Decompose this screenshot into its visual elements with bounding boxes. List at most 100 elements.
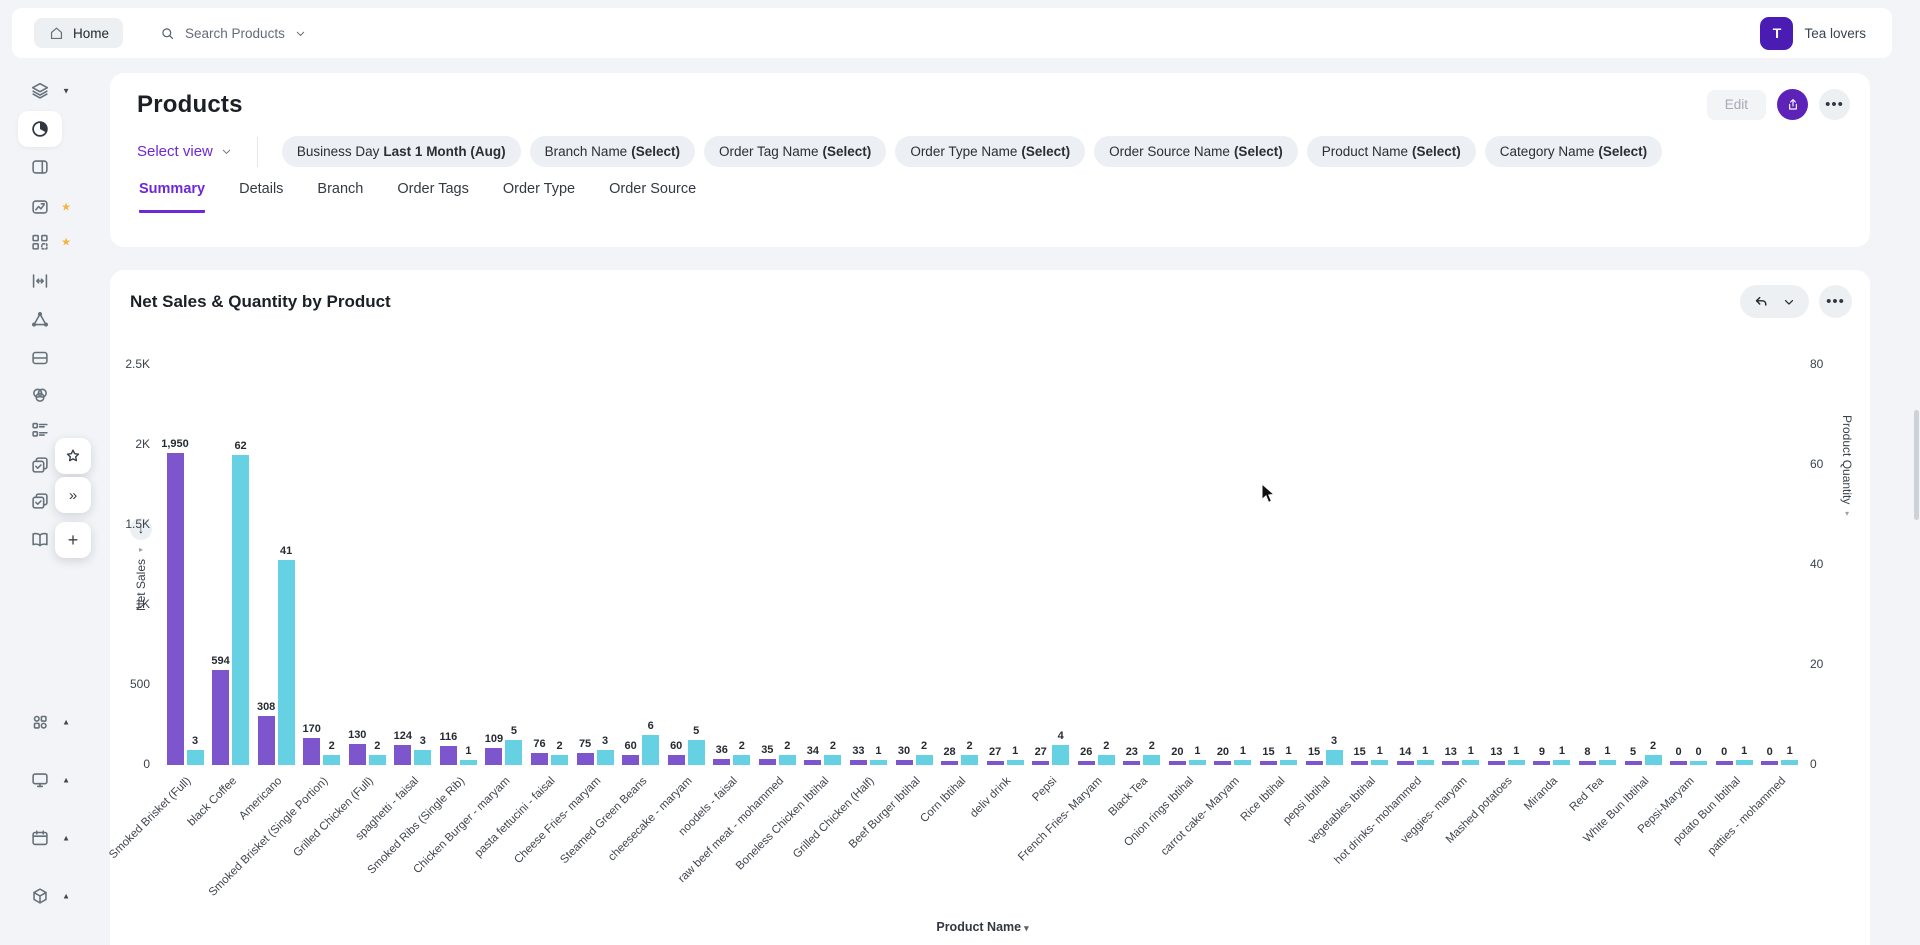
sidebar-item-checklist[interactable] [22, 412, 58, 448]
quantity-bar[interactable] [1462, 760, 1480, 765]
net-sales-bar[interactable] [1032, 760, 1050, 765]
net-sales-bar[interactable] [1533, 761, 1551, 765]
tab-order-tags[interactable]: Order Tags [397, 181, 469, 197]
net-sales-bar[interactable] [485, 747, 503, 765]
page-scrollbar[interactable] [1914, 410, 1919, 520]
net-sales-bar[interactable] [1670, 761, 1688, 765]
net-sales-bar[interactable] [1761, 761, 1779, 765]
filter-chip-order-type-name[interactable]: Order Type Name (Select) [895, 136, 1086, 167]
net-sales-bar[interactable] [1351, 761, 1369, 765]
quantity-bar[interactable] [1371, 760, 1389, 765]
tab-order-source[interactable]: Order Source [609, 181, 697, 197]
quantity-bar[interactable] [1553, 760, 1571, 765]
sidebar-item-dashboard[interactable] [18, 111, 62, 147]
net-sales-bar[interactable] [849, 759, 867, 765]
net-sales-bar[interactable] [1305, 761, 1323, 765]
net-sales-bar[interactable] [348, 744, 366, 765]
favorite-button[interactable] [55, 438, 91, 474]
quantity-bar[interactable] [1690, 761, 1708, 765]
home-button[interactable]: Home [34, 18, 124, 48]
quantity-bar[interactable] [687, 740, 705, 765]
quantity-bar[interactable] [1188, 760, 1206, 765]
net-sales-bar[interactable] [1396, 761, 1414, 765]
filter-chip-business-day[interactable]: Business Day Last 1 Month (Aug) [281, 136, 521, 167]
expand-button[interactable]: » [55, 477, 91, 513]
more-options-button[interactable]: ••• [1819, 89, 1850, 120]
sidebar-item-flows[interactable]: ★ [22, 224, 71, 260]
net-sales-bar[interactable] [804, 759, 822, 765]
sidebar-item-workspace-switcher[interactable]: ▼ [22, 73, 70, 109]
quantity-bar[interactable] [1006, 760, 1024, 765]
quantity-bar[interactable] [551, 755, 568, 765]
quantity-bar[interactable] [824, 755, 842, 765]
net-sales-bar[interactable] [986, 760, 1004, 765]
sidebar-item-approved-copies-alt[interactable] [22, 483, 58, 519]
add-button[interactable]: + [55, 522, 91, 558]
quantity-bar[interactable] [1325, 750, 1343, 765]
net-sales-bar[interactable] [1123, 761, 1141, 765]
sidebar-item-media[interactable]: ★ [22, 189, 71, 225]
edit-button[interactable]: Edit [1706, 89, 1766, 120]
quantity-bar[interactable] [1507, 760, 1525, 765]
tab-details[interactable]: Details [239, 181, 284, 197]
net-sales-bar[interactable] [1715, 761, 1733, 765]
sidebar-item-blend[interactable] [22, 377, 58, 413]
quantity-bar[interactable] [1735, 760, 1753, 765]
share-button[interactable] [1777, 89, 1808, 120]
quantity-bar[interactable] [232, 455, 250, 765]
chart-history-controls[interactable] [1740, 285, 1809, 318]
sidebar-item-components-group[interactable]: ▲ [22, 704, 70, 740]
net-sales-bar[interactable] [1487, 761, 1505, 765]
quantity-bar[interactable] [1598, 760, 1616, 765]
net-sales-bar[interactable] [257, 715, 275, 765]
net-sales-bar[interactable] [713, 759, 731, 765]
sidebar-item-schedule-group[interactable]: ▲ [22, 820, 70, 856]
net-sales-bar[interactable] [1260, 761, 1277, 765]
net-sales-bar[interactable] [303, 737, 321, 765]
quantity-bar[interactable] [642, 735, 660, 765]
net-sales-bar[interactable] [1214, 761, 1232, 765]
filter-chip-branch-name[interactable]: Branch Name (Select) [529, 136, 695, 167]
quantity-bar[interactable] [505, 740, 523, 765]
net-sales-bar[interactable] [622, 755, 640, 765]
quantity-bar[interactable] [323, 755, 341, 765]
quantity-bar[interactable] [1097, 755, 1115, 765]
quantity-bar[interactable] [733, 755, 751, 765]
sidebar-item-screens-group[interactable]: ▲ [22, 762, 70, 798]
net-sales-bar[interactable] [1624, 761, 1642, 765]
net-sales-bar[interactable] [941, 760, 959, 765]
chart-more-button[interactable]: ••• [1819, 285, 1852, 318]
quantity-bar[interactable] [1234, 760, 1252, 765]
net-sales-bar[interactable] [895, 760, 913, 765]
quantity-bar[interactable] [186, 750, 204, 765]
quantity-bar[interactable] [368, 755, 386, 765]
quantity-bar[interactable] [1143, 755, 1161, 765]
select-view-dropdown[interactable]: Select view [137, 143, 233, 160]
quantity-bar[interactable] [596, 750, 614, 765]
filter-chip-category-name[interactable]: Category Name (Select) [1484, 136, 1663, 167]
sidebar-item-packages-group[interactable]: ▲ [22, 878, 70, 914]
quantity-bar[interactable] [869, 760, 887, 765]
tab-branch[interactable]: Branch [317, 181, 364, 197]
net-sales-bar[interactable] [667, 755, 685, 765]
sidebar-item-panels[interactable] [22, 149, 58, 185]
quantity-bar[interactable] [961, 755, 979, 765]
sidebar-item-spacing[interactable] [22, 263, 58, 299]
tab-order-type[interactable]: Order Type [502, 181, 576, 197]
filter-chip-order-tag-name[interactable]: Order Tag Name (Select) [703, 136, 887, 167]
sidebar-item-approved-copies[interactable] [22, 447, 58, 483]
net-sales-bar[interactable] [212, 669, 230, 765]
sort-net-sales-button[interactable]: ↓ [130, 518, 152, 540]
net-sales-bar[interactable] [1578, 761, 1596, 765]
net-sales-bar[interactable] [531, 752, 548, 765]
search-input[interactable]: Search Products [159, 25, 307, 42]
sidebar-item-drawer[interactable] [22, 340, 58, 376]
net-sales-bar[interactable] [1077, 760, 1095, 765]
filter-chip-order-source-name[interactable]: Order Source Name (Select) [1094, 136, 1298, 167]
quantity-bar[interactable] [1416, 760, 1434, 765]
net-sales-bar[interactable] [439, 746, 457, 765]
quantity-bar[interactable] [1644, 755, 1662, 765]
net-sales-bar[interactable] [166, 453, 184, 765]
net-sales-bar[interactable] [1168, 761, 1186, 765]
quantity-bar[interactable] [277, 560, 295, 765]
